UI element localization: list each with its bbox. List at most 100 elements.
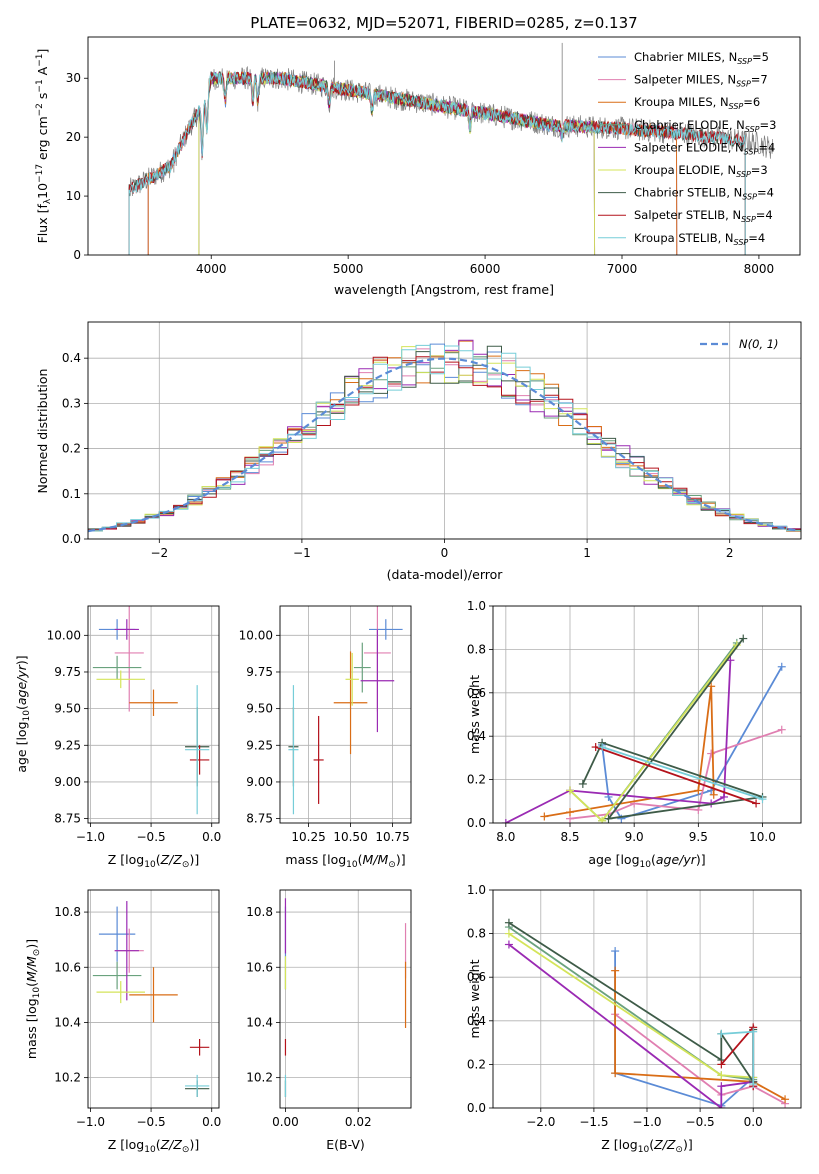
mass-weight-line	[508, 943, 754, 1108]
x-tick-label: −2	[150, 546, 168, 560]
x-tick-label: −1.0	[76, 1115, 105, 1129]
figure-title: PLATE=0632, MJD=52071, FIBERID=0285, z=0…	[250, 14, 637, 32]
residuals-legend: N(0, 1)	[700, 337, 779, 351]
x-tick-label: 0.00	[272, 1115, 299, 1129]
legend-entry: Chabrier MILES, NSSP=5	[634, 50, 769, 66]
y-tick-label: 0.0	[467, 1101, 486, 1115]
mass-vs-ebv-frame	[279, 889, 412, 1109]
y-tick-label: 1.0	[467, 599, 486, 613]
y-tick-label: 10.6	[54, 960, 81, 974]
y-tick-label: 10	[66, 189, 81, 203]
mass-weight-line	[595, 746, 757, 805]
y-tick-label: 10.00	[239, 628, 273, 642]
y-tick-label: 9.75	[54, 665, 81, 679]
weight-vs-age-frame	[492, 605, 802, 824]
residuals-plot-area	[88, 322, 801, 539]
y-tick-label: 10.00	[47, 628, 81, 642]
y-tick-label: 8.75	[54, 812, 81, 826]
x-tick-label: −0.5	[137, 830, 166, 844]
legend-entry: Salpeter ELODIE, NSSP=4	[634, 140, 775, 156]
mass-weight-line	[569, 728, 783, 820]
x-tick-label: −1.0	[632, 1115, 661, 1129]
weight-vs-age-plot-area	[493, 606, 801, 823]
y-tick-label: 0.1	[62, 487, 81, 501]
y-tick-label: 10.4	[54, 1015, 81, 1029]
mass-vs-ebv-panel: 0.00 0.02 10.2 10.4 10.6 10.8 E(B-V)	[246, 889, 412, 1152]
spectrum-panel: 4000 5000 6000 7000 8000 0 10 20 30 wavelength [A…	[35, 36, 801, 297]
y-axis-label: mass weight	[467, 959, 482, 1038]
mass-vs-Z-plot-area	[88, 890, 219, 1108]
y-axis-label: Normed distribution	[35, 369, 50, 494]
weight-vs-Z-panel: −2.0 −1.5 −1.0 −0.5 0.0 0.0 0.2 0.4 0.6 0.8 1.0 Z […	[467, 883, 802, 1155]
age-vs-Z-panel: −1.0 −0.5 0.0 8.75 9.00 9.25 9.50 9.75 10.00 Z [l…	[14, 605, 221, 870]
residuals-panel: −2 −1 0 1 2 0.0 0.1 0.2 0.3 0.4 (data-model)/error…	[35, 321, 802, 582]
y-tick-label: 10.8	[246, 905, 273, 919]
x-tick-label: −1.5	[579, 1115, 608, 1129]
spectrum-frame	[87, 36, 801, 256]
x-tick-label: 8.0	[496, 830, 515, 844]
x-tick-label: 8000	[744, 262, 775, 276]
y-tick-label: 0.2	[467, 1057, 486, 1071]
y-tick-label: 9.25	[54, 738, 81, 752]
x-tick-label: 0	[441, 546, 449, 560]
y-axis-label: Flux [fλ10−17 erg cm−2 s−1 A−1]	[35, 49, 53, 244]
x-axis-label: Z [log10(Z/Z⊙)]	[108, 852, 199, 870]
spectrum-legend: Chabrier MILES, NSSP=5 Salpeter MILES, NS…	[598, 50, 776, 247]
y-tick-label: 0	[73, 248, 81, 262]
legend-entry: Chabrier STELIB, NSSP=4	[634, 186, 774, 202]
y-tick-label: 9.50	[54, 702, 81, 716]
weight-vs-Z-frame	[492, 889, 802, 1109]
histogram-step-line	[88, 344, 801, 533]
mass-weight-line	[508, 921, 755, 1085]
y-tick-label: 0.2	[467, 773, 486, 787]
x-tick-label: 6000	[470, 262, 501, 276]
y-tick-label: 9.25	[246, 738, 273, 752]
mass-weight-line	[601, 746, 763, 800]
residuals-frame	[87, 321, 802, 540]
mass-weight-line	[614, 970, 786, 1101]
x-tick-label: 0.02	[345, 1115, 372, 1129]
weight-vs-Z-plot-area	[493, 890, 801, 1108]
y-axis-label: age [log10(age/yr)]	[14, 655, 32, 772]
y-tick-label: 0.0	[467, 816, 486, 830]
x-tick-label: −0.5	[686, 1115, 715, 1129]
y-tick-label: 9.00	[246, 775, 273, 789]
age-vs-Z-plot-area	[88, 606, 219, 823]
x-tick-label: 0.0	[202, 1115, 221, 1129]
x-tick-label: 1	[583, 546, 591, 560]
x-tick-label: −1	[293, 546, 311, 560]
y-tick-label: 0.2	[62, 442, 81, 456]
x-axis-label: Z [log10(Z/Z⊙)]	[108, 1137, 199, 1155]
y-tick-label: 0.4	[467, 729, 486, 743]
legend-entry: N(0, 1)	[739, 337, 779, 351]
x-axis-label: mass [log10(M/M⊙)]	[285, 852, 405, 870]
y-tick-label: 0.4	[467, 1014, 486, 1028]
y-tick-label: 9.00	[54, 775, 81, 789]
y-tick-label: 10.8	[54, 905, 81, 919]
weight-vs-age-panel: 8.0 8.5 9.0 9.5 10.0 0.0 0.2 0.4 0.6 0.8 1.0 age [l…	[467, 599, 802, 870]
y-tick-label: 10.2	[54, 1071, 81, 1085]
y-tick-label: 0.8	[467, 642, 486, 656]
mass-vs-Z-frame	[87, 889, 220, 1109]
y-tick-label: 20	[66, 130, 81, 144]
x-tick-label: 7000	[607, 262, 638, 276]
spectrum-plot-area	[128, 42, 773, 255]
age-vs-mass-panel: 10.25 10.50 10.75 8.75 9.00 9.25 9.50 9.75 10.00…	[239, 605, 412, 870]
legend-entry: Kroupa MILES, NSSP=6	[634, 95, 760, 111]
legend-entry: Chabrier ELODIE, NSSP=3	[634, 118, 776, 134]
x-tick-label: 10.75	[375, 830, 409, 844]
y-tick-label: 30	[66, 71, 81, 85]
x-tick-label: 10.0	[749, 830, 776, 844]
y-tick-label: 0.3	[62, 396, 81, 410]
age-vs-Z-frame	[87, 605, 220, 824]
x-tick-label: 9.5	[689, 830, 708, 844]
mass-weight-line	[614, 1013, 786, 1105]
x-tick-label: −2.0	[526, 1115, 555, 1129]
x-tick-label: 0.0	[744, 1115, 763, 1129]
x-tick-label: 5000	[333, 262, 364, 276]
x-tick-label: 4000	[196, 262, 227, 276]
x-axis-label: (data-model)/error	[387, 567, 504, 582]
legend-entry: Kroupa ELODIE, NSSP=3	[634, 163, 768, 179]
y-tick-label: 8.75	[246, 812, 273, 826]
